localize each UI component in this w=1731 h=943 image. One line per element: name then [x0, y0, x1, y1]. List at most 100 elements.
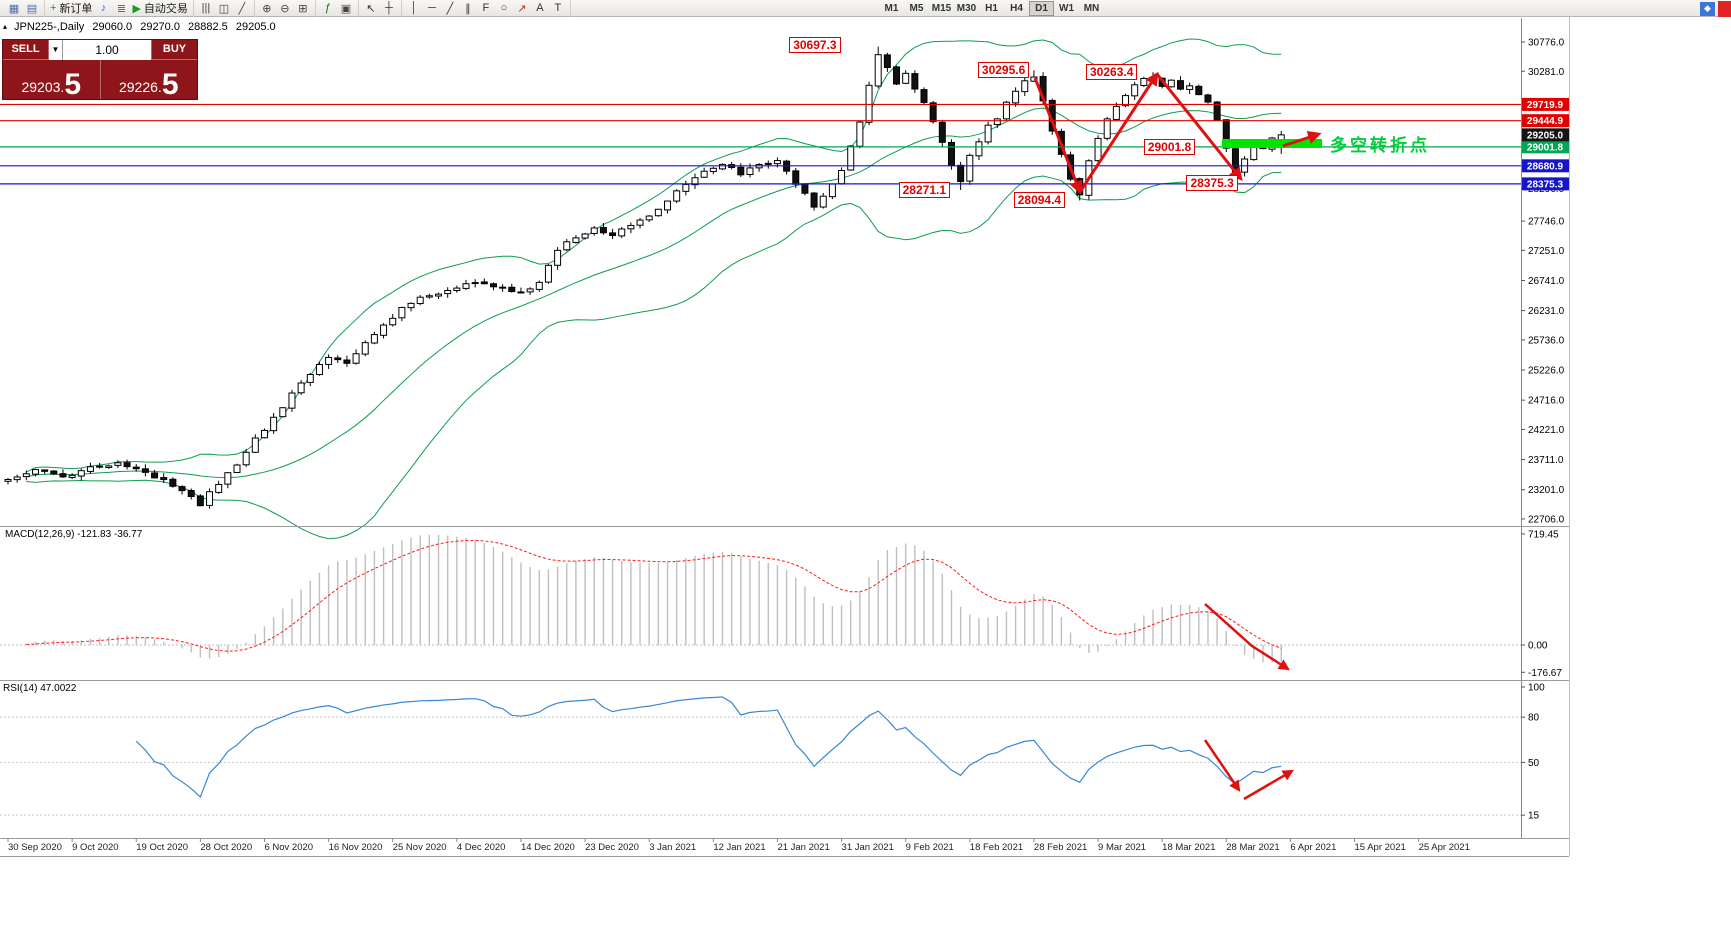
turning-point-note[interactable]: 多空转折点 [1330, 136, 1430, 155]
date-label: 30 Sep 2020 [8, 842, 62, 853]
volume-dropdown-icon[interactable]: ▼ [49, 40, 63, 60]
candle-body [554, 249, 562, 266]
new-chart-icon[interactable]: ▦ [5, 1, 23, 16]
turning-point-highlight[interactable] [1222, 139, 1322, 148]
sell-price[interactable]: 29203. 5 [3, 60, 101, 99]
level-price-tag-text: 29719.9 [1527, 100, 1564, 111]
price-callout[interactable]: 28094.4 [1013, 192, 1066, 209]
candle-body [389, 317, 397, 326]
bollinger-bands [26, 38, 1282, 540]
cursor-icon[interactable]: ↖ [362, 1, 380, 16]
trendline-icon[interactable]: ╱ [441, 1, 459, 16]
candle-body [370, 334, 378, 344]
macd-down-arrow[interactable] [1204, 603, 1290, 671]
sound-alert-icon[interactable]: ♪ [94, 1, 112, 16]
crosshair-icon[interactable]: ┼ [380, 1, 398, 16]
chart-area[interactable]: 30776.030281.028296.027746.027251.026741… [0, 17, 1731, 943]
rsi-up-arrow[interactable] [1243, 769, 1294, 801]
down-arrow-2[interactable] [1155, 73, 1243, 182]
price-callout[interactable]: 30697.3 [789, 36, 841, 53]
timeframe-m5[interactable]: M5 [909, 3, 924, 14]
market-depth-icon[interactable]: ≣ [112, 1, 130, 16]
price-callout[interactable]: 28375.3 [1186, 174, 1238, 191]
candle-body [764, 162, 772, 165]
candle-body [1002, 101, 1010, 120]
sell-button[interactable]: SELL [3, 40, 49, 60]
line-chart-icon[interactable]: ╱ [233, 1, 251, 16]
volume-input[interactable] [63, 40, 151, 60]
indicators-icon: ƒ [324, 2, 331, 14]
fibonacci-icon[interactable]: F [477, 1, 495, 16]
date-label: 28 Mar 2021 [1226, 842, 1279, 853]
candle-body [1176, 80, 1184, 90]
zoom-in-icon: ⊕ [262, 2, 272, 15]
new-order-button[interactable]: + 新订单 [48, 1, 94, 16]
price-tick-label: 26741.0 [1528, 276, 1565, 287]
toolbar-group: │ ─ ╱ ∥ F ○ ↗ A T [402, 0, 571, 17]
line-chart-icon: ╱ [238, 2, 246, 15]
rsi-down-arrow[interactable] [1203, 739, 1241, 792]
candle-body [893, 66, 901, 85]
price-callout[interactable]: 30263.4 [1086, 64, 1138, 81]
candle-body [325, 356, 333, 365]
zoom-out-icon[interactable]: ⊖ [276, 1, 294, 16]
price-callout[interactable]: 28271.1 [898, 182, 951, 199]
candlestick-chart-icon[interactable]: ◫ [215, 1, 233, 16]
open-value: 29060.0 [92, 21, 133, 33]
candle-body [77, 470, 85, 477]
buy-price[interactable]: 29226. 5 [101, 60, 198, 99]
one-click-toggle-icon[interactable]: ▴ [3, 22, 8, 31]
chart-profiles-icon[interactable]: ▤ [23, 1, 41, 16]
tile-windows-icon[interactable]: ⊞ [294, 1, 312, 16]
toolbar-group: + 新订单 ♪ ≣ ▶ 自动交易 [45, 0, 194, 17]
date-label: 28 Feb 2021 [1034, 842, 1087, 853]
close-value: 29205.0 [235, 21, 276, 33]
timeframe-d1[interactable]: D1 [1029, 1, 1054, 16]
level-price-tag-text: 28375.3 [1527, 179, 1564, 190]
ellipse-icon[interactable]: ○ [495, 1, 513, 16]
timeframe-h4[interactable]: H4 [1010, 3, 1023, 14]
candle-body [1112, 105, 1120, 120]
vertical-line-icon[interactable]: │ [405, 1, 423, 16]
price-callout[interactable]: 30295.6 [977, 62, 1030, 79]
down-arrow-1[interactable] [1033, 77, 1083, 195]
timeframe-m30[interactable]: M30 [956, 3, 977, 14]
candle-body [645, 215, 653, 221]
trendline-icon: ╱ [446, 2, 454, 15]
timeframe-m1[interactable]: M1 [884, 3, 899, 14]
arrows-tool-icon[interactable]: ↗ [513, 1, 531, 16]
candle-body [664, 200, 672, 211]
notification-badge[interactable] [1718, 0, 1731, 17]
price-tick-label: 23201.0 [1528, 485, 1565, 496]
horizontal-line-icon[interactable]: ─ [423, 1, 441, 16]
candle-body [169, 478, 177, 487]
drawn-annotations [1033, 71, 1322, 801]
zoom-in-icon[interactable]: ⊕ [258, 1, 276, 16]
templates-icon[interactable]: ▣ [337, 1, 355, 16]
candle-body [1195, 85, 1203, 96]
price-tick-label: 22706.0 [1528, 514, 1565, 525]
autotrading-button[interactable]: ▶ 自动交易 [130, 1, 189, 16]
market-depth-icon: ≣ [116, 2, 127, 15]
candle-body [151, 472, 159, 479]
candle-body [288, 392, 296, 409]
price-callout[interactable]: 29001.8 [1143, 138, 1196, 155]
rsi-tick-label: 50 [1528, 758, 1540, 769]
timeframe-h1[interactable]: H1 [985, 3, 998, 14]
timeframe-m15[interactable]: M15 [931, 3, 952, 14]
cursor-icon: ↖ [366, 2, 376, 15]
timeframe-w1[interactable]: W1 [1059, 3, 1074, 14]
text-label-icon[interactable]: T [549, 1, 567, 16]
candle-body [828, 183, 836, 198]
entry-arrow[interactable] [1282, 131, 1322, 148]
bb-upper [26, 38, 1282, 473]
bar-chart-icon[interactable]: ||| [197, 1, 215, 16]
text-icon[interactable]: A [531, 1, 549, 16]
channel-icon[interactable]: ∥ [459, 1, 477, 16]
up-arrow-1[interactable] [1078, 71, 1159, 193]
community-icon[interactable]: ◆ [1700, 1, 1715, 16]
candle-body [1140, 77, 1148, 86]
buy-button[interactable]: BUY [151, 40, 197, 60]
indicators-icon[interactable]: ƒ [319, 1, 337, 16]
timeframe-mn[interactable]: MN [1083, 3, 1100, 14]
